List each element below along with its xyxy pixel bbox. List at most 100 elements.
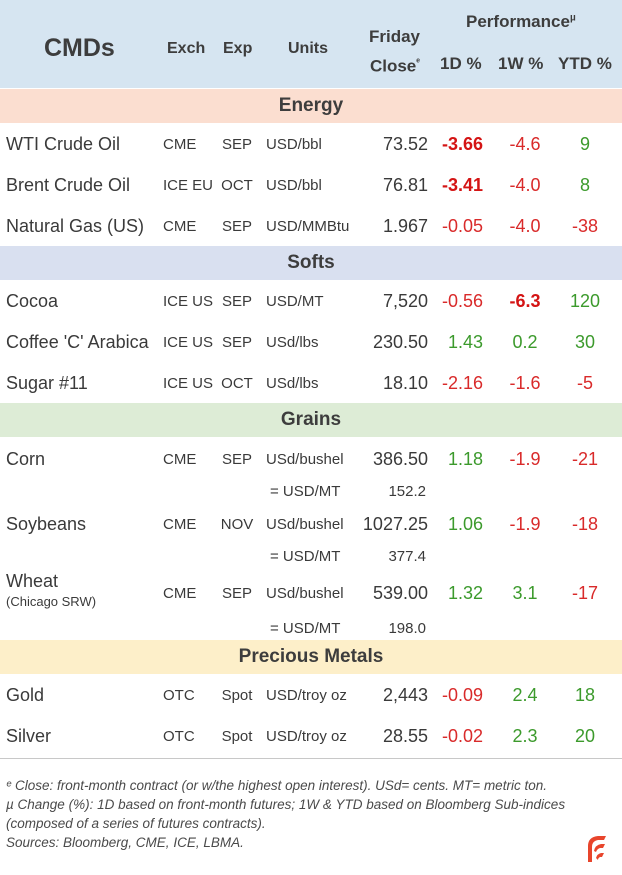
commodity-name: Natural Gas (US) (6, 216, 145, 236)
change-ytd: -17 (571, 583, 598, 603)
exchange: CME (163, 585, 197, 602)
change-1w: 2.3 (512, 726, 538, 746)
table-bottom-divider (0, 758, 622, 759)
change-1w: -4.0 (509, 216, 541, 236)
units: USD/bbl (266, 136, 322, 153)
units: USD/troy oz (266, 687, 347, 704)
commodity-name: Cocoa (6, 291, 59, 311)
col-ytd-header: YTD % (558, 54, 612, 73)
change-ytd: 18 (574, 685, 596, 705)
performance-label: Performance (466, 12, 570, 31)
change-1d: -0.05 (441, 216, 483, 236)
change-1d: -3.41 (441, 175, 483, 195)
change-ytd: 120 (569, 291, 601, 311)
change-1d: -0.56 (441, 291, 483, 311)
exchange: OTC (163, 687, 195, 704)
close-marker: ᵉ (416, 57, 420, 68)
page-title: CMDs (44, 34, 115, 62)
commodity-name-sub: (Chicago SRW) (6, 594, 97, 609)
units: USd/bushel (266, 585, 344, 602)
commodity-name: Sugar #11 (6, 373, 88, 393)
units: USD/MT (266, 293, 324, 310)
col-close-line1: Friday (368, 27, 420, 46)
close-value: 386.50 (372, 449, 428, 469)
footnote-sources: Sources: Bloomberg, CME, ICE, LBMA. (6, 835, 244, 850)
close-value: 1.967 (382, 216, 428, 236)
change-1d: -0.09 (441, 685, 483, 705)
footnote-change: µ Change (%): 1D based on front-month fu… (6, 797, 566, 812)
table-header: CMDs Exch Exp Units Friday Closeᵉ Perfor… (0, 0, 622, 88)
exchange: ICE US (163, 375, 214, 392)
expiry: Spot (221, 687, 253, 704)
commodity-name: Corn (6, 449, 46, 469)
section-grains: Grains (0, 403, 622, 437)
brand-logo-icon (588, 836, 606, 862)
expiry: SEP (221, 334, 252, 351)
change-ytd: -5 (576, 373, 593, 393)
change-ytd: 9 (579, 134, 590, 154)
exchange: OTC (163, 728, 195, 745)
change-ytd: 30 (574, 332, 596, 352)
col-1w-header: 1W % (498, 54, 544, 73)
converted-units: = USD/MT (270, 548, 341, 565)
col-1d-header: 1D % (440, 54, 482, 73)
change-1w: -4.0 (509, 175, 541, 195)
performance-marker: µ (569, 12, 576, 24)
footnote-change-cont: (composed of a series of futures contrac… (6, 816, 266, 831)
commodity-name: Soybeans (6, 514, 87, 534)
exchange: ICE US (163, 334, 214, 351)
converted-units: = USD/MT (270, 483, 341, 500)
section-energy: Energy (0, 89, 622, 123)
units: USD/bbl (266, 177, 322, 194)
exchange: CME (163, 451, 197, 468)
converted-value: 152.2 (388, 483, 426, 500)
exchange: CME (163, 136, 197, 153)
close-value: 2,443 (382, 685, 428, 705)
units: USd/bushel (266, 451, 344, 468)
change-1d: -2.16 (441, 373, 483, 393)
commodity-name: Coffee 'C' Arabica (6, 332, 149, 352)
close-value: 539.00 (372, 583, 428, 603)
footnotes: ᵉ Close: front-month contract (or w/the … (6, 776, 612, 852)
footnote-close: ᵉ Close: front-month contract (or w/the … (6, 778, 547, 793)
section-softs: Softs (0, 246, 622, 280)
section-precious-metals: Precious Metals (0, 640, 622, 674)
change-1w: -6.3 (509, 291, 541, 311)
exchange: CME (163, 516, 197, 533)
commodity-name: Gold (6, 685, 45, 705)
change-1d: -3.66 (441, 134, 483, 154)
close-value: 230.50 (372, 332, 428, 352)
change-1d: 1.06 (447, 514, 483, 534)
units: USD/MMBtu (266, 218, 350, 235)
close-value: 7,520 (382, 291, 428, 311)
commodity-name-main: Wheat (6, 571, 59, 591)
col-close-header: Friday Closeᵉ (369, 24, 420, 80)
change-1w: -1.9 (509, 514, 541, 534)
commodity-name: Wheat (Chicago SRW) (6, 571, 96, 609)
commodity-name: Silver (6, 726, 52, 746)
expiry: NOV (220, 516, 254, 533)
change-1w: 2.4 (512, 685, 538, 705)
change-ytd: 20 (574, 726, 596, 746)
close-value: 28.55 (382, 726, 428, 746)
converted-units: = USD/MT (270, 620, 341, 637)
col-exp-header: Exp (223, 40, 253, 57)
expiry: SEP (221, 451, 252, 468)
commodity-name: Brent Crude Oil (6, 175, 131, 195)
change-1d: 1.43 (447, 332, 483, 352)
performance-header: Performanceµ (466, 12, 576, 32)
close-value: 73.52 (382, 134, 428, 154)
converted-value: 377.4 (388, 548, 426, 565)
exchange: ICE EU (163, 177, 214, 194)
units: USd/bushel (266, 516, 344, 533)
close-value: 76.81 (382, 175, 428, 195)
expiry: OCT (221, 375, 253, 392)
commodity-name: WTI Crude Oil (6, 134, 121, 154)
expiry: SEP (221, 293, 252, 310)
change-1w: -1.6 (509, 373, 541, 393)
converted-value: 198.0 (388, 620, 426, 637)
change-1w: -1.9 (509, 449, 541, 469)
close-value: 1027.25 (362, 514, 428, 534)
col-units-header: Units (288, 40, 328, 57)
change-1w: 3.1 (512, 583, 538, 603)
